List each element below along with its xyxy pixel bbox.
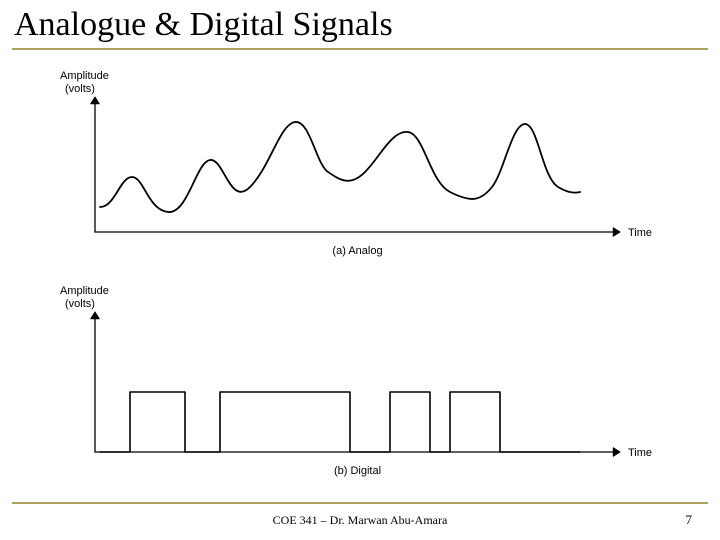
title-underline [12, 48, 708, 50]
svg-text:Time: Time [628, 227, 652, 239]
footer-text: COE 341 – Dr. Marwan Abu-Amara [0, 513, 720, 528]
signals-diagram: Amplitude(volts)Time(a) AnalogAmplitude(… [20, 52, 660, 482]
slide: Analogue & Digital Signals Amplitude(vol… [0, 0, 720, 540]
svg-text:Amplitude: Amplitude [60, 285, 109, 297]
svg-text:(volts): (volts) [65, 298, 95, 310]
footer-underline [12, 502, 708, 504]
svg-text:Time: Time [628, 447, 652, 459]
figure-area: Amplitude(volts)Time(a) AnalogAmplitude(… [20, 52, 660, 482]
svg-text:(a) Analog: (a) Analog [332, 245, 382, 257]
svg-text:(volts): (volts) [65, 83, 95, 95]
slide-title: Analogue & Digital Signals [14, 6, 393, 44]
page-number: 7 [686, 512, 693, 528]
svg-text:Amplitude: Amplitude [60, 70, 109, 82]
svg-text:(b) Digital: (b) Digital [334, 465, 381, 477]
